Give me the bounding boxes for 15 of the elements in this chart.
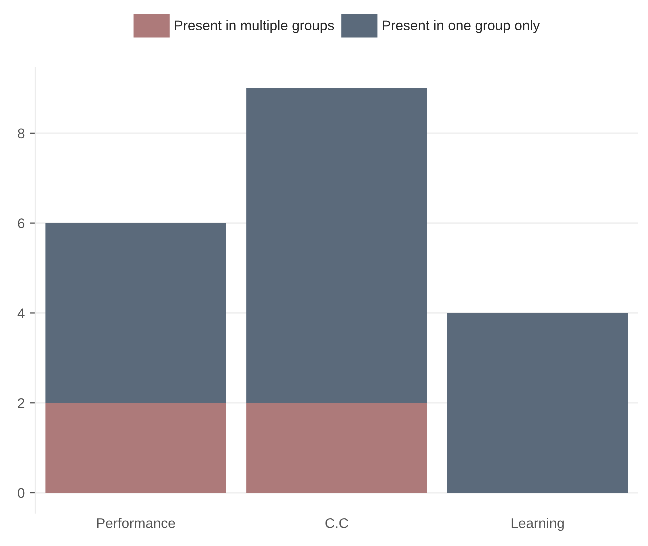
bar bbox=[46, 403, 226, 494]
legend-label: Present in multiple groups bbox=[175, 20, 334, 34]
y-tick-label: 4 bbox=[18, 308, 25, 318]
bar bbox=[447, 313, 628, 494]
x-tick-label: Performance bbox=[97, 518, 176, 528]
y-tick-label: 8 bbox=[18, 128, 25, 139]
bar bbox=[46, 223, 226, 404]
bar bbox=[246, 403, 428, 494]
y-tick-label: 6 bbox=[18, 218, 25, 228]
x-tick-label: Learning bbox=[512, 518, 564, 532]
legend-label: Present in one group only bbox=[382, 20, 540, 34]
bar bbox=[246, 88, 428, 404]
x-tick-label: C.C bbox=[326, 518, 348, 528]
y-tick-label: 0 bbox=[18, 488, 25, 498]
y-tick-label: 2 bbox=[18, 398, 25, 408]
